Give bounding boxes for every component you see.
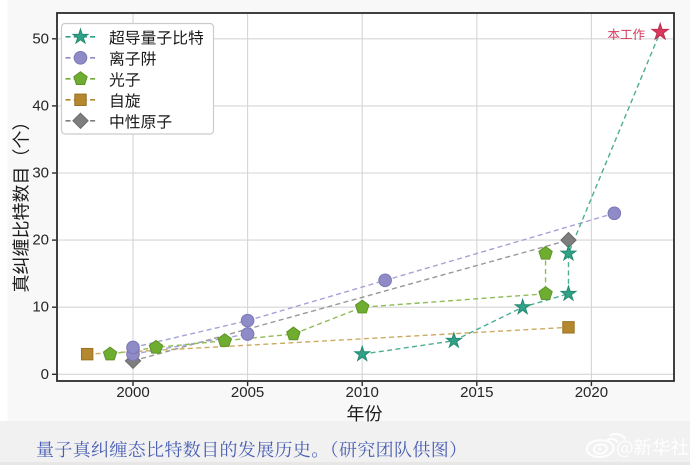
svg-text:真纠缠比特数目（个）: 真纠缠比特数目（个） xyxy=(8,113,34,293)
svg-text:光子: 光子 xyxy=(109,67,141,90)
svg-text:量子真纠缠态比特数目的发展历史。（研究团队供图）: 量子真纠缠态比特数目的发展历史。（研究团队供图） xyxy=(36,436,467,462)
svg-text:50: 50 xyxy=(32,30,49,47)
svg-text:10: 10 xyxy=(32,299,49,316)
svg-text:中性原子: 中性原子 xyxy=(109,109,172,132)
svg-text:本工作: 本工作 xyxy=(607,24,645,43)
svg-text:2010: 2010 xyxy=(346,384,379,401)
svg-text:30: 30 xyxy=(32,165,49,182)
svg-text:20: 20 xyxy=(32,232,49,249)
svg-text:2015: 2015 xyxy=(460,384,493,401)
svg-text:2000: 2000 xyxy=(116,384,149,401)
svg-text:自旋: 自旋 xyxy=(109,88,141,111)
svg-text:2005: 2005 xyxy=(231,384,264,401)
svg-text:年份: 年份 xyxy=(347,400,383,426)
svg-text:离子阱: 离子阱 xyxy=(109,46,157,69)
svg-text:0: 0 xyxy=(41,366,49,383)
svg-text:40: 40 xyxy=(32,97,49,114)
svg-text:2020: 2020 xyxy=(575,384,608,401)
svg-text:@新华社: @新华社 xyxy=(616,434,689,460)
svg-text:超导量子比特: 超导量子比特 xyxy=(109,25,204,48)
